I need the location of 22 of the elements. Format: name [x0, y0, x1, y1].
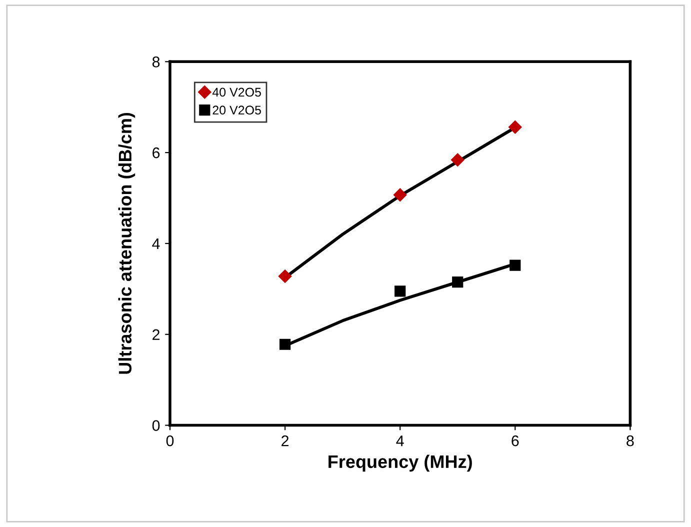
x-axis-title: Frequency (MHz) [328, 454, 472, 472]
point [510, 260, 521, 271]
y-axis-title: Ultrasonic attenuation (dB/cm) [118, 112, 136, 374]
point [279, 338, 291, 350]
x-tick-label: 0 [166, 435, 174, 446]
legend-label: 20 V2O5 [212, 106, 261, 115]
y-tick-label: 0 [152, 420, 160, 431]
point [278, 270, 292, 283]
y-tick-label: 6 [152, 147, 160, 158]
legend-label: 40 V2O5 [212, 88, 261, 97]
point [508, 120, 522, 134]
point [394, 188, 407, 202]
point [394, 286, 406, 297]
y-tick-label: 8 [152, 56, 160, 68]
y-tick-label: 2 [152, 329, 160, 340]
x-tick-label: 4 [396, 436, 404, 446]
x-tick-label: 2 [282, 435, 289, 446]
y-tick-label: 4 [152, 238, 160, 250]
x-tick-label: 8 [626, 435, 634, 446]
point [451, 153, 464, 166]
x-tick-label: 6 [512, 435, 519, 446]
point [452, 276, 464, 288]
